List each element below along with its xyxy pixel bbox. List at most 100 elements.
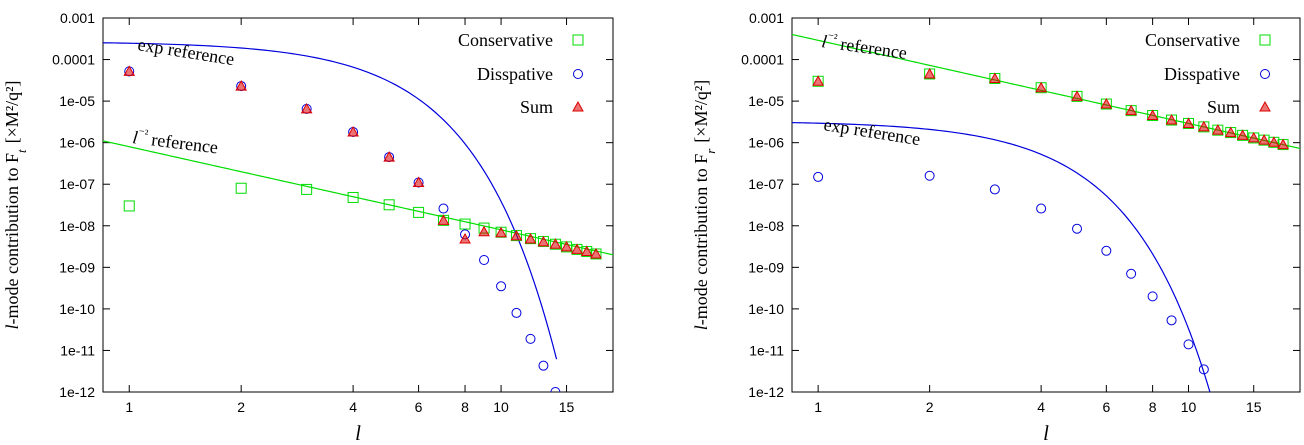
data-point <box>511 307 522 318</box>
data-point <box>479 255 490 266</box>
y-axis-label: l-mode contribution to Fr[×M²/q²] <box>691 80 718 331</box>
legend-label-sum: Sum <box>1207 97 1240 117</box>
data-point <box>301 183 313 195</box>
x-tick-label: 6 <box>415 399 423 415</box>
data-point <box>496 281 507 292</box>
series-disspative <box>813 170 1209 375</box>
data-point <box>1072 223 1083 234</box>
series-disspative <box>124 66 561 392</box>
legend-label-disspative: Disspative <box>1164 64 1240 84</box>
reference-annotation: l⁻²reference <box>132 125 220 157</box>
y-tick-label: 1e-11 <box>60 342 95 358</box>
series-sum <box>123 65 602 259</box>
data-point <box>1036 203 1047 214</box>
plot-area <box>103 42 613 392</box>
exp-reference-curve <box>792 122 1211 392</box>
data-point <box>1224 126 1237 138</box>
legend-marker-conservative <box>572 34 584 46</box>
y-tick-label: 1e-09 <box>748 259 784 275</box>
data-point <box>1197 120 1210 132</box>
series-conservative <box>123 182 602 260</box>
data-point <box>459 232 471 244</box>
legend-marker-disspative <box>573 69 583 79</box>
x-axis-label: l <box>1043 421 1049 445</box>
y-tick-label: 1e-10 <box>748 301 784 317</box>
data-point <box>1126 268 1137 279</box>
y-tick-label: 1e-08 <box>748 218 784 234</box>
data-point <box>1198 364 1209 375</box>
data-point <box>123 200 135 212</box>
x-tick-label: 15 <box>559 399 575 415</box>
legend-marker-sum <box>1259 100 1271 112</box>
data-point <box>590 247 602 259</box>
data-point <box>989 72 1001 84</box>
chart-panel-1: 1e-12 1e-11 1e-10 1e-09 1e-08 1e-07 1e-06 1e-05… <box>2 10 614 445</box>
data-point <box>1268 136 1280 147</box>
legend-marker-sum <box>572 100 584 112</box>
y-tick-label: 0.001 <box>60 10 95 26</box>
x-tick-label: 8 <box>461 399 469 415</box>
data-point <box>235 80 248 91</box>
data-point <box>1236 129 1249 140</box>
data-point <box>1211 124 1224 135</box>
plot-frame <box>791 17 1301 393</box>
series-sum <box>812 67 1289 150</box>
data-point <box>560 240 573 252</box>
data-point <box>924 170 935 181</box>
data-point <box>1183 339 1194 350</box>
data-point <box>300 102 313 114</box>
data-point <box>1125 104 1137 116</box>
y-tick-label: 1e-05 <box>748 93 784 109</box>
x-tick-label: 8 <box>1149 399 1157 415</box>
y-tick-label: 1e-07 <box>748 176 784 192</box>
data-point <box>235 182 247 194</box>
x-tick-label: 2 <box>926 399 934 415</box>
y-tick-label: 1e-06 <box>59 135 95 151</box>
x-tick-label: 1 <box>125 399 133 415</box>
data-point <box>571 243 583 254</box>
data-point <box>989 184 1000 195</box>
data-point <box>1258 134 1270 145</box>
data-point <box>1035 81 1047 93</box>
reference-annotation: exp reference <box>136 34 235 69</box>
data-point <box>510 229 523 241</box>
y-tick-label: 1e-06 <box>748 135 784 151</box>
data-point <box>478 225 490 237</box>
y-tick-label: 1e-12 <box>748 384 784 400</box>
data-point <box>437 214 450 225</box>
y-tick-label: 1e-09 <box>59 259 95 275</box>
data-point <box>1101 245 1112 256</box>
legend-label-conservative: Conservative <box>1145 30 1240 50</box>
data-point <box>1071 90 1083 101</box>
y-tick-label: 1e-11 <box>749 342 784 358</box>
data-point <box>1100 98 1113 109</box>
data-point <box>550 387 561 392</box>
data-point <box>347 126 359 137</box>
data-point <box>813 171 824 182</box>
data-point <box>524 232 537 244</box>
data-point <box>1182 117 1195 128</box>
y-tick-label: 0.001 <box>749 10 784 26</box>
data-point <box>549 238 562 249</box>
data-point <box>495 226 507 238</box>
data-point <box>537 235 550 247</box>
x-tick-label: 4 <box>1037 399 1045 415</box>
data-point <box>413 206 425 218</box>
data-point <box>438 203 449 214</box>
data-point <box>383 199 395 211</box>
x-tick-label: 1 <box>814 399 822 415</box>
data-point <box>525 333 536 344</box>
data-point <box>347 191 359 203</box>
data-point <box>812 75 824 86</box>
data-point <box>1277 138 1289 150</box>
data-point <box>1166 315 1177 326</box>
legend-marker-conservative <box>1259 34 1271 46</box>
x-tick-label: 2 <box>237 399 245 415</box>
x-tick-label: 10 <box>493 399 509 415</box>
legend-label-disspative: Disspative <box>477 64 553 84</box>
y-tick-label: 1e-05 <box>59 93 95 109</box>
exp-reference-curve <box>103 42 558 360</box>
legend-label-conservative: Conservative <box>458 30 553 50</box>
data-point <box>1146 109 1159 121</box>
